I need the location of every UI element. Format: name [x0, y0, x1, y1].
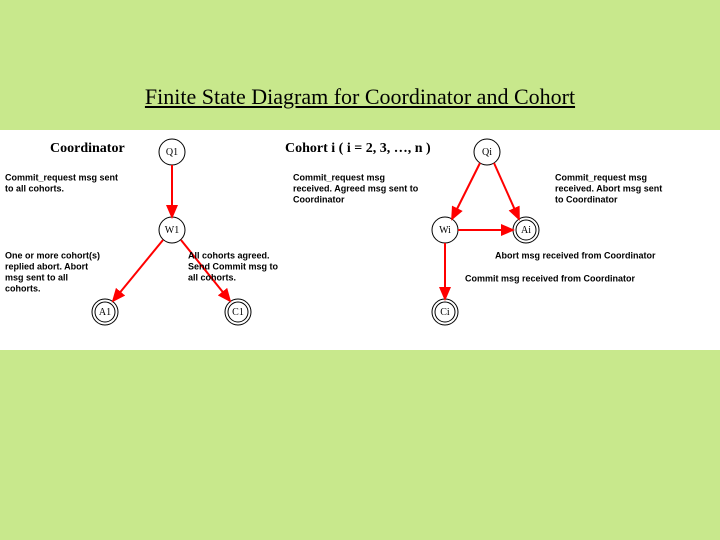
coordinator-heading: Coordinator — [50, 141, 125, 156]
page: Finite State Diagram for Coordinator and… — [0, 0, 720, 540]
caption-q1_w1: Commit_request msg sentto all cohorts. — [5, 172, 118, 193]
state-label-W1: W1 — [165, 225, 179, 236]
caption-w1_a1: One or more cohort(s)replied abort. Abor… — [5, 250, 100, 293]
state-label-Q1: Q1 — [166, 147, 178, 158]
fsm-svg: Coordinator Cohort i ( i = 2, 3, …, n ) … — [0, 130, 720, 350]
diagram-canvas: Coordinator Cohort i ( i = 2, 3, …, n ) … — [0, 130, 720, 350]
caption-qi_ai: Commit_request msgreceived. Abort msg se… — [555, 172, 662, 204]
cohort-heading: Cohort i ( i = 2, 3, …, n ) — [285, 141, 431, 156]
page-title: Finite State Diagram for Coordinator and… — [0, 84, 720, 110]
edge-Qi-Wi — [452, 163, 480, 219]
caption-qi_wi: Commit_request msgreceived. Agreed msg s… — [293, 172, 419, 204]
state-label-Ai: Ai — [521, 225, 531, 236]
state-node-Ai: Ai — [513, 217, 539, 243]
state-label-Ci: Ci — [440, 307, 450, 318]
state-label-Wi: Wi — [439, 225, 451, 236]
edge-W1-A1 — [113, 240, 163, 301]
state-node-Ci: Ci — [432, 299, 458, 325]
state-node-Wi: Wi — [432, 217, 458, 243]
caption-w1_c1: All cohorts agreed.Send Commit msg toall… — [188, 250, 279, 282]
state-node-C1: C1 — [225, 299, 251, 325]
captions-group: Commit_request msg sentto all cohorts. On… — [5, 172, 662, 293]
state-node-Qi: Qi — [474, 139, 500, 165]
caption-wi_ci: Commit msg received from Coordinator — [465, 273, 636, 283]
edge-Qi-Ai — [494, 163, 519, 219]
state-node-W1: W1 — [159, 217, 185, 243]
state-label-Qi: Qi — [482, 147, 492, 158]
state-label-C1: C1 — [232, 307, 244, 318]
state-label-A1: A1 — [99, 307, 111, 318]
nodes-group: Q1 W1 A1 C1 Qi Wi Ai Ci — [92, 139, 539, 325]
state-node-A1: A1 — [92, 299, 118, 325]
state-node-Q1: Q1 — [159, 139, 185, 165]
caption-wi_ai: Abort msg received from Coordinator — [495, 250, 656, 260]
